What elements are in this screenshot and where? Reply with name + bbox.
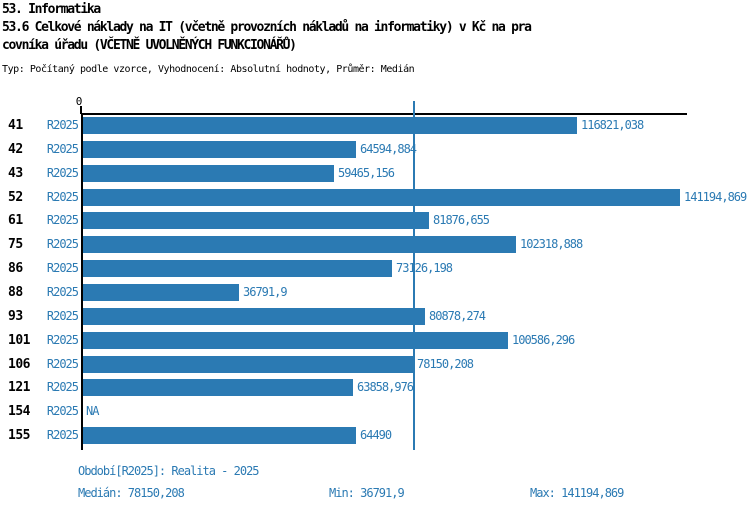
- median-reference-line: [413, 101, 415, 450]
- value-label: 64594,884: [360, 142, 417, 156]
- chart-subtitle: Typ: Počítaný podle vzorce, Vyhodnocení:…: [2, 64, 415, 75]
- bar: [83, 189, 680, 206]
- bar: [83, 332, 508, 349]
- series-label: R2025: [46, 261, 79, 275]
- category-label: 61: [8, 213, 23, 228]
- value-label: 81876,655: [433, 213, 490, 227]
- category-label: 75: [8, 237, 23, 252]
- category-label: 88: [8, 285, 23, 300]
- series-label: R2025: [46, 190, 79, 204]
- x-axis-zero-tick: [80, 106, 82, 114]
- footer-period: Období[R2025]: Realita - 2025: [78, 464, 260, 478]
- category-label: 155: [8, 428, 30, 443]
- value-label: 63858,976: [357, 380, 414, 394]
- value-label: 78150,208: [417, 357, 474, 371]
- series-label: R2025: [46, 333, 79, 347]
- bar: [83, 260, 392, 277]
- footer-max: Max: 141194,869: [530, 486, 624, 500]
- bar: [83, 427, 356, 444]
- footer-min: Min: 36791,9: [329, 486, 405, 500]
- bar: [83, 117, 577, 134]
- bar: [83, 379, 353, 396]
- bar: [83, 236, 516, 253]
- series-label: R2025: [46, 357, 79, 371]
- bar: [83, 308, 425, 325]
- indicator-title-line2: covníka úřadu (VČETNĚ UVOLNĚNÝCH FUNKCIO…: [2, 38, 297, 53]
- category-label: 42: [8, 142, 23, 157]
- footer-median: Medián: 78150,208: [78, 486, 185, 500]
- category-label: 154: [8, 404, 30, 419]
- series-label: R2025: [46, 118, 79, 132]
- na-label: NA: [86, 404, 99, 418]
- category-label: 41: [8, 118, 23, 133]
- y-axis-line: [81, 113, 83, 450]
- category-label: 106: [8, 357, 30, 372]
- series-label: R2025: [46, 213, 79, 227]
- series-label: R2025: [46, 285, 79, 299]
- category-label: 86: [8, 261, 23, 276]
- x-axis-line: [81, 113, 687, 115]
- section-title: 53. Informatika: [2, 2, 101, 17]
- bar: [83, 212, 429, 229]
- bar: [83, 284, 239, 301]
- series-label: R2025: [46, 404, 79, 418]
- bar: [83, 356, 413, 373]
- x-axis-zero-tick-label: 0: [75, 95, 83, 108]
- category-label: 101: [8, 333, 30, 348]
- bar: [83, 141, 356, 158]
- series-label: R2025: [46, 142, 79, 156]
- value-label: 36791,9: [243, 285, 288, 299]
- value-label: 59465,156: [338, 166, 395, 180]
- value-label: 64490: [360, 428, 392, 442]
- series-label: R2025: [46, 380, 79, 394]
- category-label: 93: [8, 309, 23, 324]
- category-label: 43: [8, 166, 23, 181]
- series-label: R2025: [46, 428, 79, 442]
- category-label: 121: [8, 380, 30, 395]
- value-label: 116821,038: [581, 118, 644, 132]
- value-label: 102318,888: [520, 237, 583, 251]
- category-label: 52: [8, 190, 23, 205]
- value-label: 73126,198: [396, 261, 453, 275]
- value-label: 100586,296: [512, 333, 575, 347]
- series-label: R2025: [46, 166, 79, 180]
- series-label: R2025: [46, 237, 79, 251]
- bar: [83, 165, 334, 182]
- series-label: R2025: [46, 309, 79, 323]
- value-label: 141194,869: [684, 190, 747, 204]
- indicator-title-line1: 53.6 Celkové náklady na IT (včetně provo…: [2, 20, 532, 35]
- value-label: 80878,274: [429, 309, 486, 323]
